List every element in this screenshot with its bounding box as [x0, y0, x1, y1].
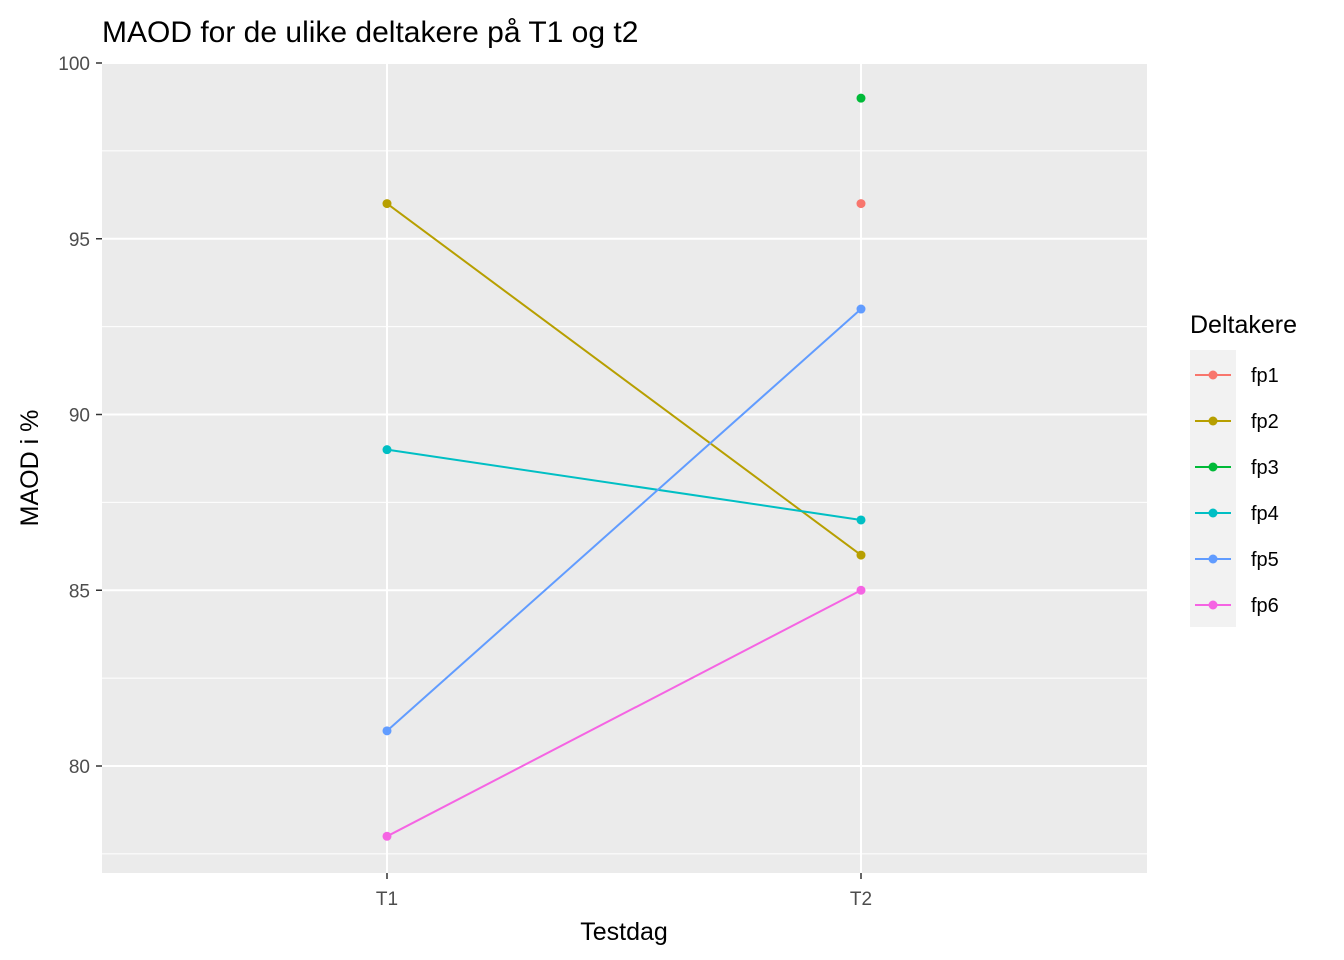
data-point-fp5 — [856, 304, 866, 314]
legend-key-point-fp6 — [1208, 600, 1218, 610]
legend-label-fp2: fp2 — [1251, 411, 1279, 433]
series-line-fp6 — [386, 589, 862, 838]
y-tick-label: 80 — [69, 757, 90, 778]
x-axis: T1 T2 — [376, 873, 872, 910]
legend-label-fp1: fp1 — [1251, 365, 1279, 387]
legend: Deltakere fp1 fp2 fp3 fp4 fp5 fp6 — [1190, 311, 1297, 627]
series-lines — [386, 202, 862, 838]
series-points — [382, 93, 866, 841]
chart-title: MAOD for de ulike deltakere på T1 og t2 — [102, 16, 638, 49]
data-point-fp3 — [856, 93, 866, 103]
legend-key-point-fp3 — [1208, 462, 1218, 472]
legend-key-point-fp5 — [1208, 554, 1218, 564]
grid-minor-lines — [102, 150, 1147, 855]
legend-label-fp3: fp3 — [1251, 457, 1279, 479]
legend-key-point-fp2 — [1208, 416, 1218, 426]
data-point-fp4 — [382, 445, 392, 455]
data-point-fp2 — [856, 550, 866, 560]
grid-major-lines — [102, 62, 1147, 873]
y-tick-label: 100 — [58, 54, 90, 75]
data-point-fp1 — [856, 199, 866, 209]
legend-key-point-fp4 — [1208, 508, 1218, 518]
series-line-fp5 — [386, 308, 862, 732]
y-tick-label: 95 — [69, 230, 90, 251]
x-tick-label: T1 — [376, 889, 398, 910]
legend-label-fp6: fp6 — [1251, 595, 1279, 617]
legend-key-background — [1190, 350, 1236, 627]
data-point-fp4 — [856, 515, 866, 525]
x-tick-label: T2 — [850, 889, 872, 910]
series-line-fp4 — [386, 448, 862, 521]
data-point-fp6 — [382, 831, 392, 841]
y-tick-label: 90 — [69, 406, 90, 427]
plot-panel — [102, 62, 1147, 873]
legend-label-fp4: fp4 — [1251, 503, 1279, 525]
legend-key-point-fp1 — [1208, 370, 1218, 380]
series-line-fp2 — [386, 202, 862, 556]
y-axis: 80 85 90 95 100 — [58, 54, 102, 778]
data-point-fp5 — [382, 726, 392, 736]
x-axis-title: Testdag — [580, 918, 668, 946]
data-point-fp6 — [856, 585, 866, 595]
legend-title: Deltakere — [1190, 311, 1297, 339]
y-tick-label: 85 — [69, 581, 90, 602]
legend-label-fp5: fp5 — [1251, 549, 1279, 571]
y-axis-title: MAOD i % — [16, 410, 44, 527]
data-point-fp2 — [382, 199, 392, 209]
